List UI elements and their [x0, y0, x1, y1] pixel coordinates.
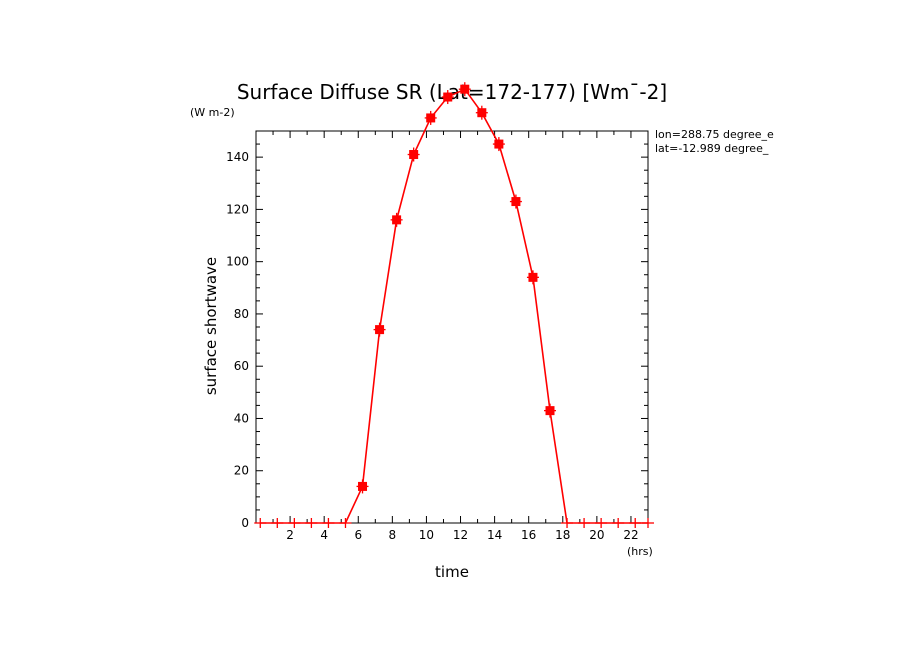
- data-point: [271, 518, 284, 528]
- data-point: [441, 90, 454, 105]
- y-tick-label: 120: [226, 202, 249, 216]
- x-tick-label: 16: [521, 528, 536, 542]
- lat-annotation: lat=-12.989 degree_: [655, 142, 769, 155]
- data-point: [356, 479, 369, 494]
- x-axis-label: time: [435, 563, 469, 581]
- data-point: [475, 105, 488, 120]
- x-tick-label: 20: [589, 528, 604, 542]
- y-tick-label: 140: [226, 150, 249, 164]
- data-point: [544, 403, 556, 418]
- y-axis-label: surface shortwave: [202, 257, 220, 395]
- data-point: [492, 137, 505, 152]
- data-point: [612, 518, 625, 528]
- data-point: [595, 518, 608, 528]
- y-unit-label: (W m-2): [190, 106, 235, 119]
- data-point: [254, 518, 267, 528]
- data-point: [424, 110, 437, 125]
- y-tick-label: 100: [226, 255, 249, 269]
- plot-frame: [255, 130, 649, 524]
- y-tick-label: 80: [234, 307, 249, 321]
- x-tick-label: 14: [487, 528, 502, 542]
- x-tick-label: 6: [354, 528, 362, 542]
- data-point: [373, 322, 386, 337]
- data-point: [407, 147, 420, 162]
- data-point: [322, 518, 335, 528]
- y-tick-label: 40: [234, 411, 249, 425]
- x-tick-label: 8: [389, 528, 397, 542]
- x-tick-label: 12: [453, 528, 468, 542]
- x-tick-label: 10: [419, 528, 434, 542]
- data-point: [642, 518, 654, 528]
- plot-area: [254, 82, 654, 528]
- y-tick-label: 60: [234, 359, 249, 373]
- y-tick-label: 0: [241, 516, 249, 530]
- data-point: [578, 518, 591, 528]
- series-line: [260, 88, 648, 524]
- x-tick-label: 18: [555, 528, 570, 542]
- y-tick-label: 20: [234, 464, 249, 478]
- data-point: [458, 82, 471, 97]
- x-unit-label: (hrs): [627, 545, 653, 558]
- data-point: [339, 518, 352, 528]
- data-point: [390, 212, 403, 227]
- data-point: [629, 518, 642, 528]
- data-point: [561, 518, 574, 528]
- data-point: [526, 270, 539, 285]
- data-point: [288, 518, 301, 528]
- x-tick-label: 22: [623, 528, 638, 542]
- axes: 2 4 6 8 10 12 14 16 18 20 22 0 20 40 60 80 100 120 140: [226, 130, 649, 542]
- x-tick-label: 4: [320, 528, 328, 542]
- x-tick-label: 2: [286, 528, 294, 542]
- lon-annotation: lon=288.75 degree_e: [655, 128, 774, 141]
- data-point: [305, 518, 318, 528]
- data-point: [509, 194, 522, 209]
